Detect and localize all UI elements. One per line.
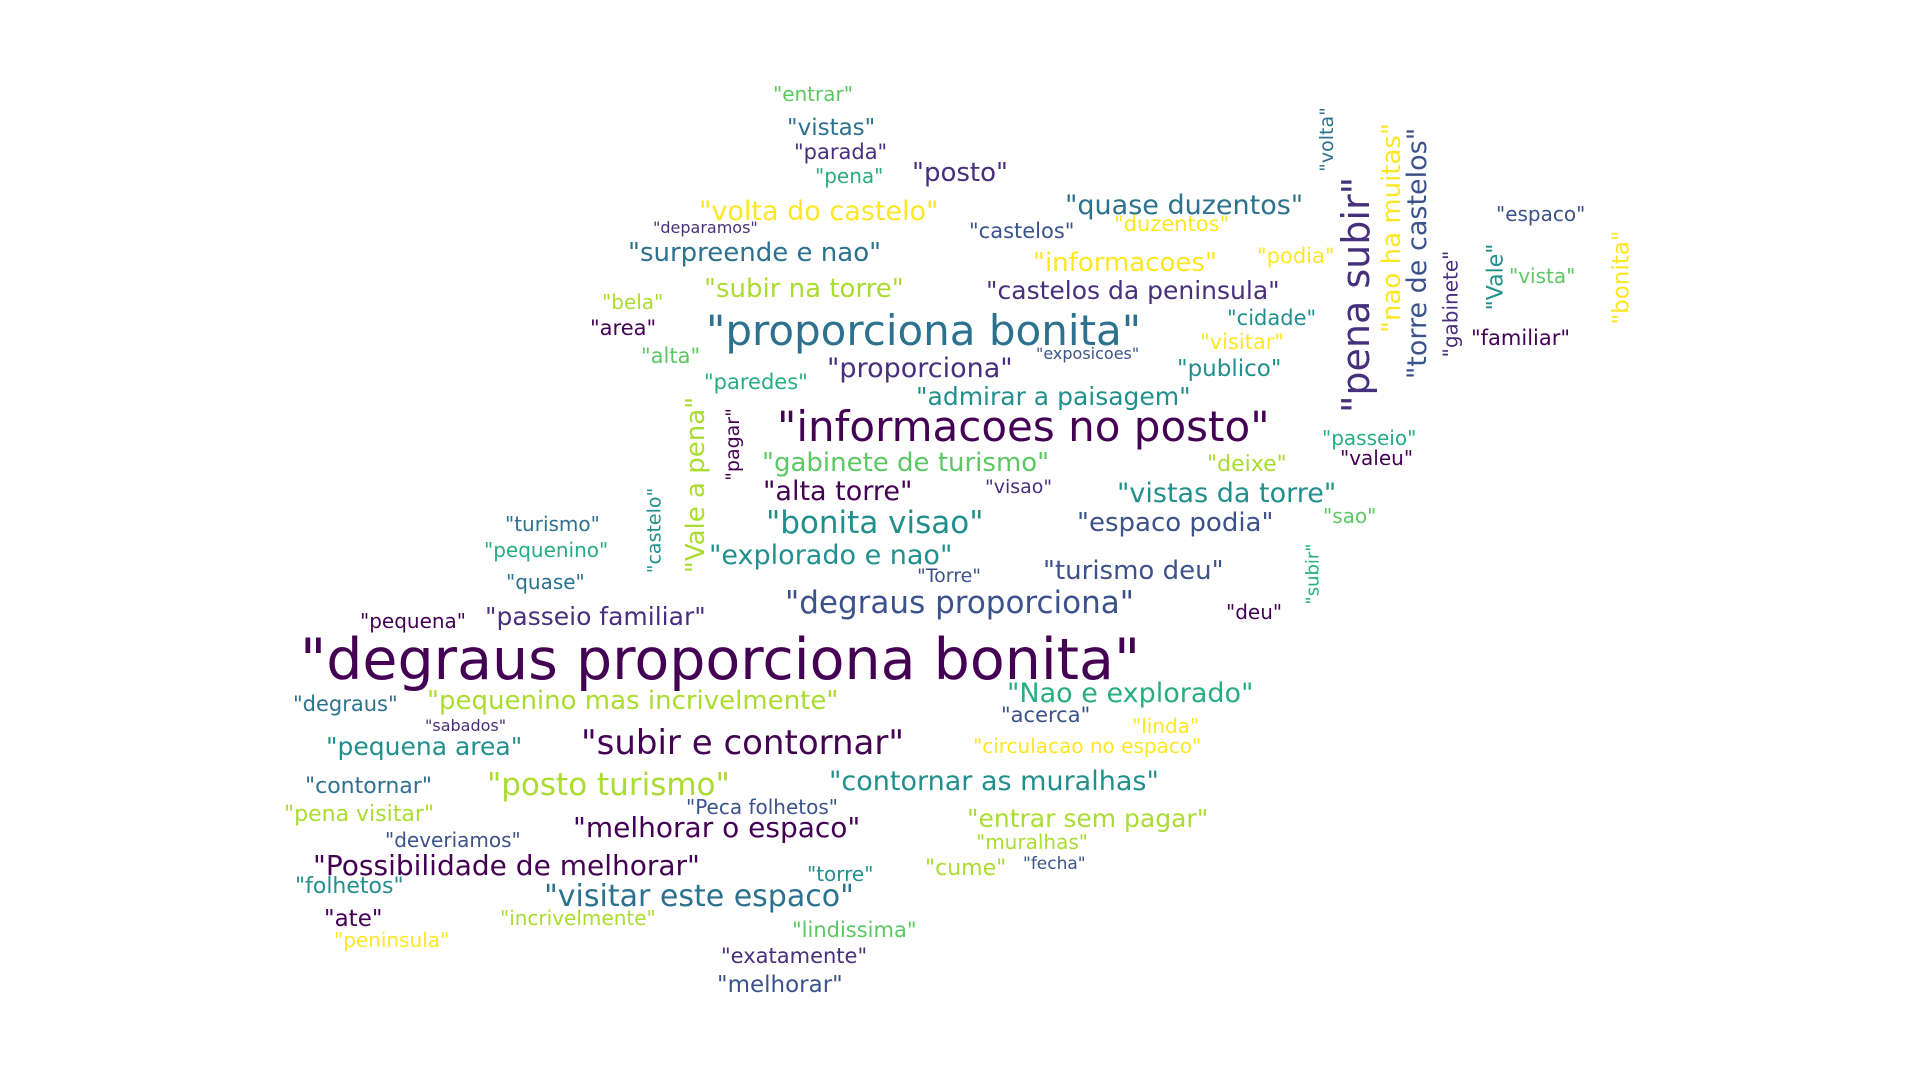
word: "deparamos" xyxy=(653,218,758,237)
word: "nao ha muitas" xyxy=(1376,123,1407,333)
word: "paredes" xyxy=(704,370,808,394)
word: "passeio" xyxy=(1322,426,1417,450)
word: "subir na torre" xyxy=(704,274,904,304)
word: "pena visitar" xyxy=(284,802,435,827)
word: "gabinete" xyxy=(1438,250,1463,358)
word: "parada" xyxy=(794,140,888,164)
word: "vistas da torre" xyxy=(1117,478,1337,509)
word: "entrar" xyxy=(773,82,853,106)
word: "pequenino mas incrivelmente" xyxy=(427,686,839,716)
word: "quase duzentos" xyxy=(1065,190,1304,221)
word: "bonita" xyxy=(1608,230,1635,325)
word: "surpreende e nao" xyxy=(628,238,882,268)
word: "visitar" xyxy=(1200,330,1285,354)
word: "explorado e nao" xyxy=(709,540,953,571)
word: "gabinete de turismo" xyxy=(762,448,1050,478)
word: "pequenino" xyxy=(484,538,609,562)
word: "posto turismo" xyxy=(487,767,730,803)
word: "incrivelmente" xyxy=(500,906,656,930)
word: "Peca folhetos" xyxy=(686,795,838,819)
word: "subir" xyxy=(1302,543,1324,605)
word: "familiar" xyxy=(1471,326,1571,350)
word: "ate" xyxy=(324,906,383,932)
word: "torre" xyxy=(807,862,874,886)
word: "bela" xyxy=(602,290,664,314)
word: "sao" xyxy=(1323,504,1377,528)
word: "alta" xyxy=(641,344,701,368)
word: "volta do castelo" xyxy=(699,196,939,227)
word: "pena subir" xyxy=(1334,176,1379,414)
word: "pequena" xyxy=(360,609,467,633)
word: "exposicoes" xyxy=(1036,344,1140,363)
word: "circulacao no espaco" xyxy=(973,734,1202,758)
word: "valeu" xyxy=(1340,446,1414,470)
word: "castelos" xyxy=(969,219,1075,243)
word: "Vale" xyxy=(1483,243,1509,311)
word: "pagar" xyxy=(721,408,744,481)
word: "exatamente" xyxy=(721,944,868,968)
word: "acerca" xyxy=(1001,703,1091,727)
word: "torre de castelos" xyxy=(1402,127,1434,380)
word: "passeio familiar" xyxy=(485,602,706,631)
word: "castelos da peninsula" xyxy=(986,276,1280,305)
word: "degraus proporciona bonita" xyxy=(300,627,1141,693)
word: "espaco" xyxy=(1496,202,1586,226)
word: "entrar sem pagar" xyxy=(967,804,1209,833)
word: "quase" xyxy=(506,570,585,594)
word: "turismo deu" xyxy=(1043,556,1224,586)
word: "deveriamos" xyxy=(385,828,521,852)
word: "melhorar" xyxy=(717,972,843,998)
word: "pequena area" xyxy=(326,732,523,761)
word: "espaco podia" xyxy=(1077,508,1274,538)
word: "subir e contornar" xyxy=(581,723,904,763)
word: "cidade" xyxy=(1227,306,1317,330)
word: "duzentos" xyxy=(1114,212,1230,236)
word: "melhorar o espaco" xyxy=(573,811,861,844)
word: "folhetos" xyxy=(295,874,404,899)
word: "area" xyxy=(590,316,657,340)
word: "publico" xyxy=(1177,356,1282,382)
word: "visao" xyxy=(985,476,1053,498)
word: "cume" xyxy=(925,856,1007,881)
word: "deu" xyxy=(1226,600,1283,624)
word: "degraus" xyxy=(293,692,398,716)
word: "Possibilidade de melhorar" xyxy=(313,849,700,882)
word: "fecha" xyxy=(1023,854,1086,874)
word: "muralhas" xyxy=(976,830,1088,854)
word: "admirar a paisagem" xyxy=(916,382,1191,411)
word: "Torre" xyxy=(917,565,982,587)
word: "proporciona bonita" xyxy=(706,306,1142,355)
word: "podia" xyxy=(1257,244,1335,268)
word: "informacoes no posto" xyxy=(777,402,1270,451)
word: "castelo" xyxy=(643,487,666,574)
word: "pena" xyxy=(815,164,884,188)
word: "linda" xyxy=(1132,714,1200,738)
word: "degraus proporciona" xyxy=(785,585,1135,621)
word: "deixe" xyxy=(1207,452,1287,477)
word: "Vale a pena" xyxy=(681,396,712,574)
word: "lindissima" xyxy=(792,918,917,942)
word: "contornar as muralhas" xyxy=(829,766,1159,797)
word: "sabados" xyxy=(425,716,507,735)
word: "contornar" xyxy=(305,774,432,799)
word: "visitar este espaco" xyxy=(544,879,854,914)
word: "posto" xyxy=(912,158,1008,188)
word: "vista" xyxy=(1509,264,1576,288)
word: "volta" xyxy=(1315,107,1338,172)
word: "informacoes" xyxy=(1033,248,1217,278)
word: "proporciona" xyxy=(827,353,1013,384)
word: "Nao e explorado" xyxy=(1007,678,1254,709)
word: "bonita visao" xyxy=(766,505,984,541)
word: "peninsula" xyxy=(334,928,450,952)
word: "turismo" xyxy=(505,512,600,536)
word: "alta torre" xyxy=(763,476,913,507)
word: "vistas" xyxy=(787,115,876,141)
